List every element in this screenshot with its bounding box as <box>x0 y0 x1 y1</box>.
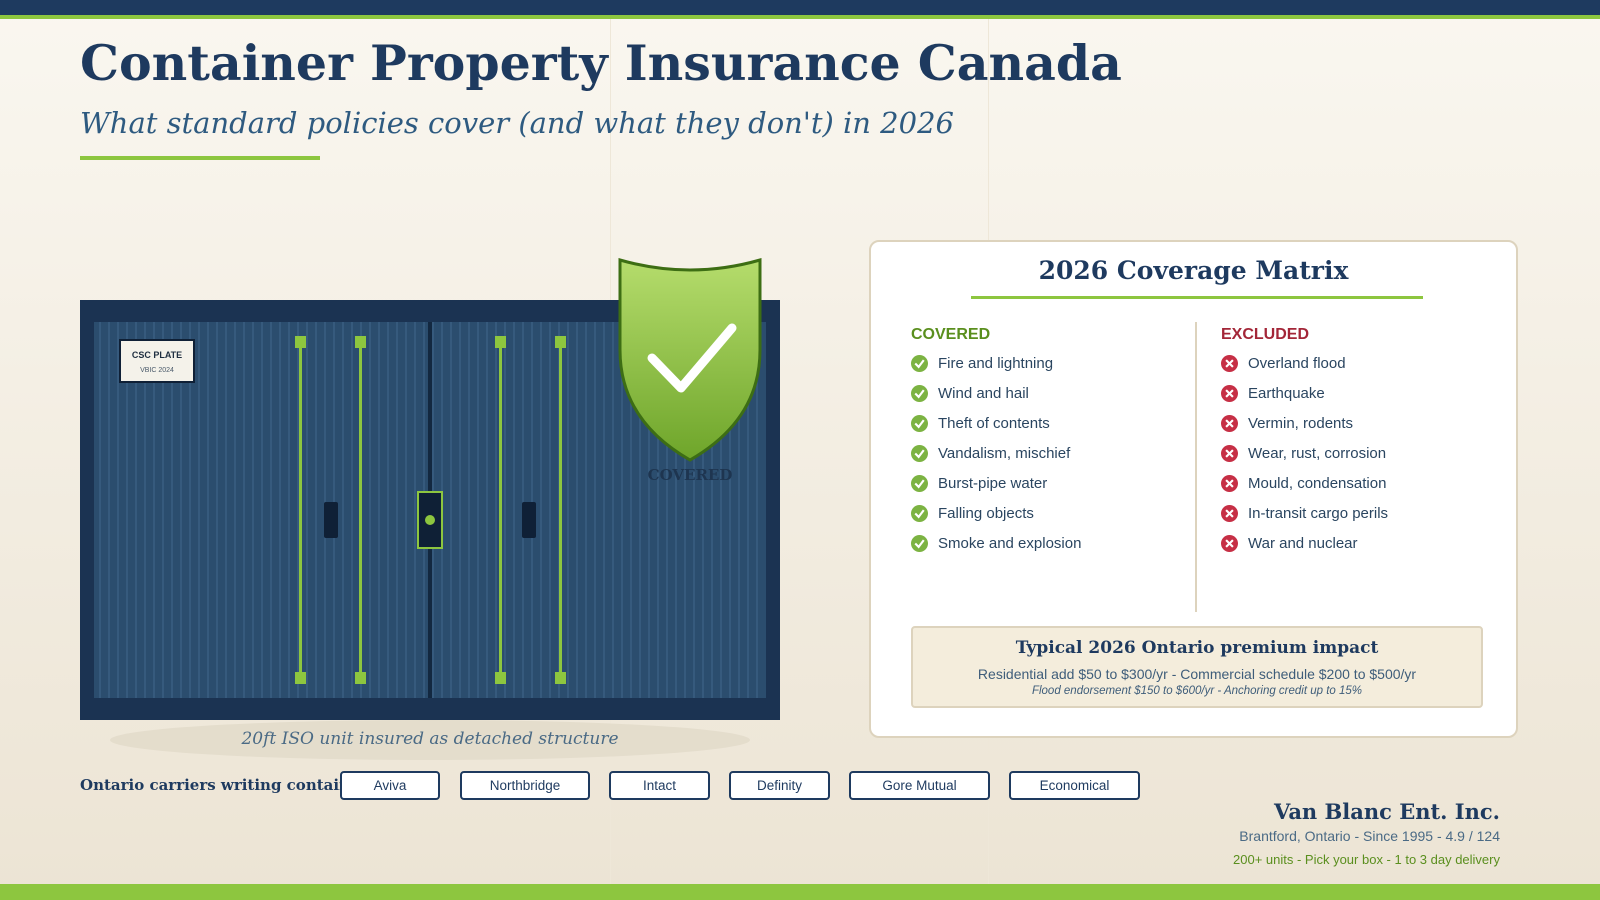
matrix-item: Vandalism, mischief <box>911 438 1081 468</box>
check-icon <box>911 504 928 522</box>
premium-box: Typical 2026 Ontario premium impact Resi… <box>911 626 1483 708</box>
matrix-item: In-transit cargo perils <box>1221 498 1388 528</box>
item-label: Burst-pipe water <box>938 474 1048 492</box>
plate-title: CSC PLATE <box>132 350 182 360</box>
premium-title: Typical 2026 Ontario premium impact <box>1015 638 1379 658</box>
coverage-card: 2026 Coverage Matrix COVERED EXCLUDED Fi… <box>869 240 1518 738</box>
company: Van Blanc Ent. Inc. <box>1273 799 1500 824</box>
caption: 20ft ISO unit insured as detached struct… <box>240 729 618 749</box>
check-icon <box>911 474 928 492</box>
check-icon <box>911 384 928 402</box>
x-icon <box>1221 474 1238 492</box>
badge-label: COVERED <box>648 466 733 484</box>
matrix-item: War and nuclear <box>1221 528 1388 558</box>
carriers-label: Ontario carriers writing container <box>80 776 368 794</box>
shield <box>618 258 762 462</box>
x-icon <box>1221 414 1238 432</box>
carrier-pill: Economical <box>1009 771 1140 800</box>
matrix-item: Overland flood <box>1221 348 1388 378</box>
x-icon <box>1221 354 1238 372</box>
lock-bars <box>295 336 566 684</box>
matrix-title: 2026 Coverage Matrix <box>1038 256 1349 285</box>
item-label: Wear, rust, corrosion <box>1248 444 1387 462</box>
subtitle: What standard policies cover (and what t… <box>80 106 954 140</box>
item-label: War and nuclear <box>1248 534 1358 552</box>
item-label: Vandalism, mischief <box>938 444 1071 462</box>
item-label: Falling objects <box>938 504 1034 522</box>
carrier-pill: Definity <box>729 771 830 800</box>
carrier-pill: Northbridge <box>460 771 590 800</box>
x-icon <box>1221 444 1238 462</box>
handle <box>522 502 536 538</box>
top-accent <box>0 15 1600 19</box>
item-label: Vermin, rodents <box>1248 414 1354 432</box>
item-label: Smoke and explosion <box>938 534 1082 552</box>
plate <box>119 339 195 383</box>
container-illustration: CSC PLATE VBIC 2024 COVERED 20ft ISO uni… <box>80 258 780 760</box>
item-label: Fire and lightning <box>938 354 1054 372</box>
matrix-item: Mould, condensation <box>1221 468 1388 498</box>
handle <box>324 502 338 538</box>
check-icon <box>911 414 928 432</box>
carrier-pill: Intact <box>609 771 710 800</box>
checkmark <box>647 323 737 393</box>
matrix-item: Vermin, rodents <box>1221 408 1388 438</box>
matrix-item: Smoke and explosion <box>911 528 1081 558</box>
matrix-item: Burst-pipe water <box>911 468 1081 498</box>
plate-subtitle: VBIC 2024 <box>140 367 174 374</box>
shadow <box>110 720 750 760</box>
bottom-bar <box>0 884 1600 900</box>
location: Brantford, Ontario - Since 1995 - 4.9 / … <box>1239 828 1500 844</box>
item-label: Overland flood <box>1248 354 1346 372</box>
item-label: Theft of contents <box>938 414 1050 432</box>
divider <box>1195 322 1197 612</box>
excluded-list: Overland flood Earthquake Vermin, rodents W… <box>1221 348 1388 558</box>
matrix-item: Fire and lightning <box>911 348 1081 378</box>
matrix-item: Theft of contents <box>911 408 1081 438</box>
matrix-item: Wear, rust, corrosion <box>1221 438 1388 468</box>
carrier-pill: Aviva <box>340 771 440 800</box>
matrix-underline <box>971 296 1423 299</box>
x-icon <box>1221 534 1238 552</box>
item-label: In-transit cargo perils <box>1248 504 1389 522</box>
matrix-item: Earthquake <box>1221 378 1388 408</box>
title-underline <box>80 156 320 160</box>
carrier-pill: Gore Mutual <box>849 771 990 800</box>
matrix-item: Falling objects <box>911 498 1081 528</box>
x-icon <box>1221 384 1238 402</box>
matrix-item: Wind and hail <box>911 378 1081 408</box>
check-icon <box>911 354 928 372</box>
excluded-heading: EXCLUDED <box>1221 326 1310 343</box>
x-icon <box>1221 504 1238 522</box>
covered-heading: COVERED <box>911 326 991 343</box>
item-label: Mould, condensation <box>1248 474 1387 492</box>
check-icon <box>911 444 928 462</box>
premium-line: Residential add $50 to $300/yr - Commerc… <box>977 666 1417 682</box>
title: Container Property Insurance Canada <box>80 34 1122 92</box>
item-label: Wind and hail <box>938 384 1029 402</box>
item-label: Earthquake <box>1248 384 1325 402</box>
premium-note: Flood endorsement $150 to $600/yr - Anch… <box>1031 685 1363 697</box>
lock-dot <box>425 515 435 525</box>
tagline: 200+ units - Pick your box - 1 to 3 day … <box>1233 852 1500 867</box>
covered-list: Fire and lightning Wind and hail Theft of … <box>911 348 1081 558</box>
check-icon <box>911 534 928 552</box>
top-bar <box>0 0 1600 15</box>
